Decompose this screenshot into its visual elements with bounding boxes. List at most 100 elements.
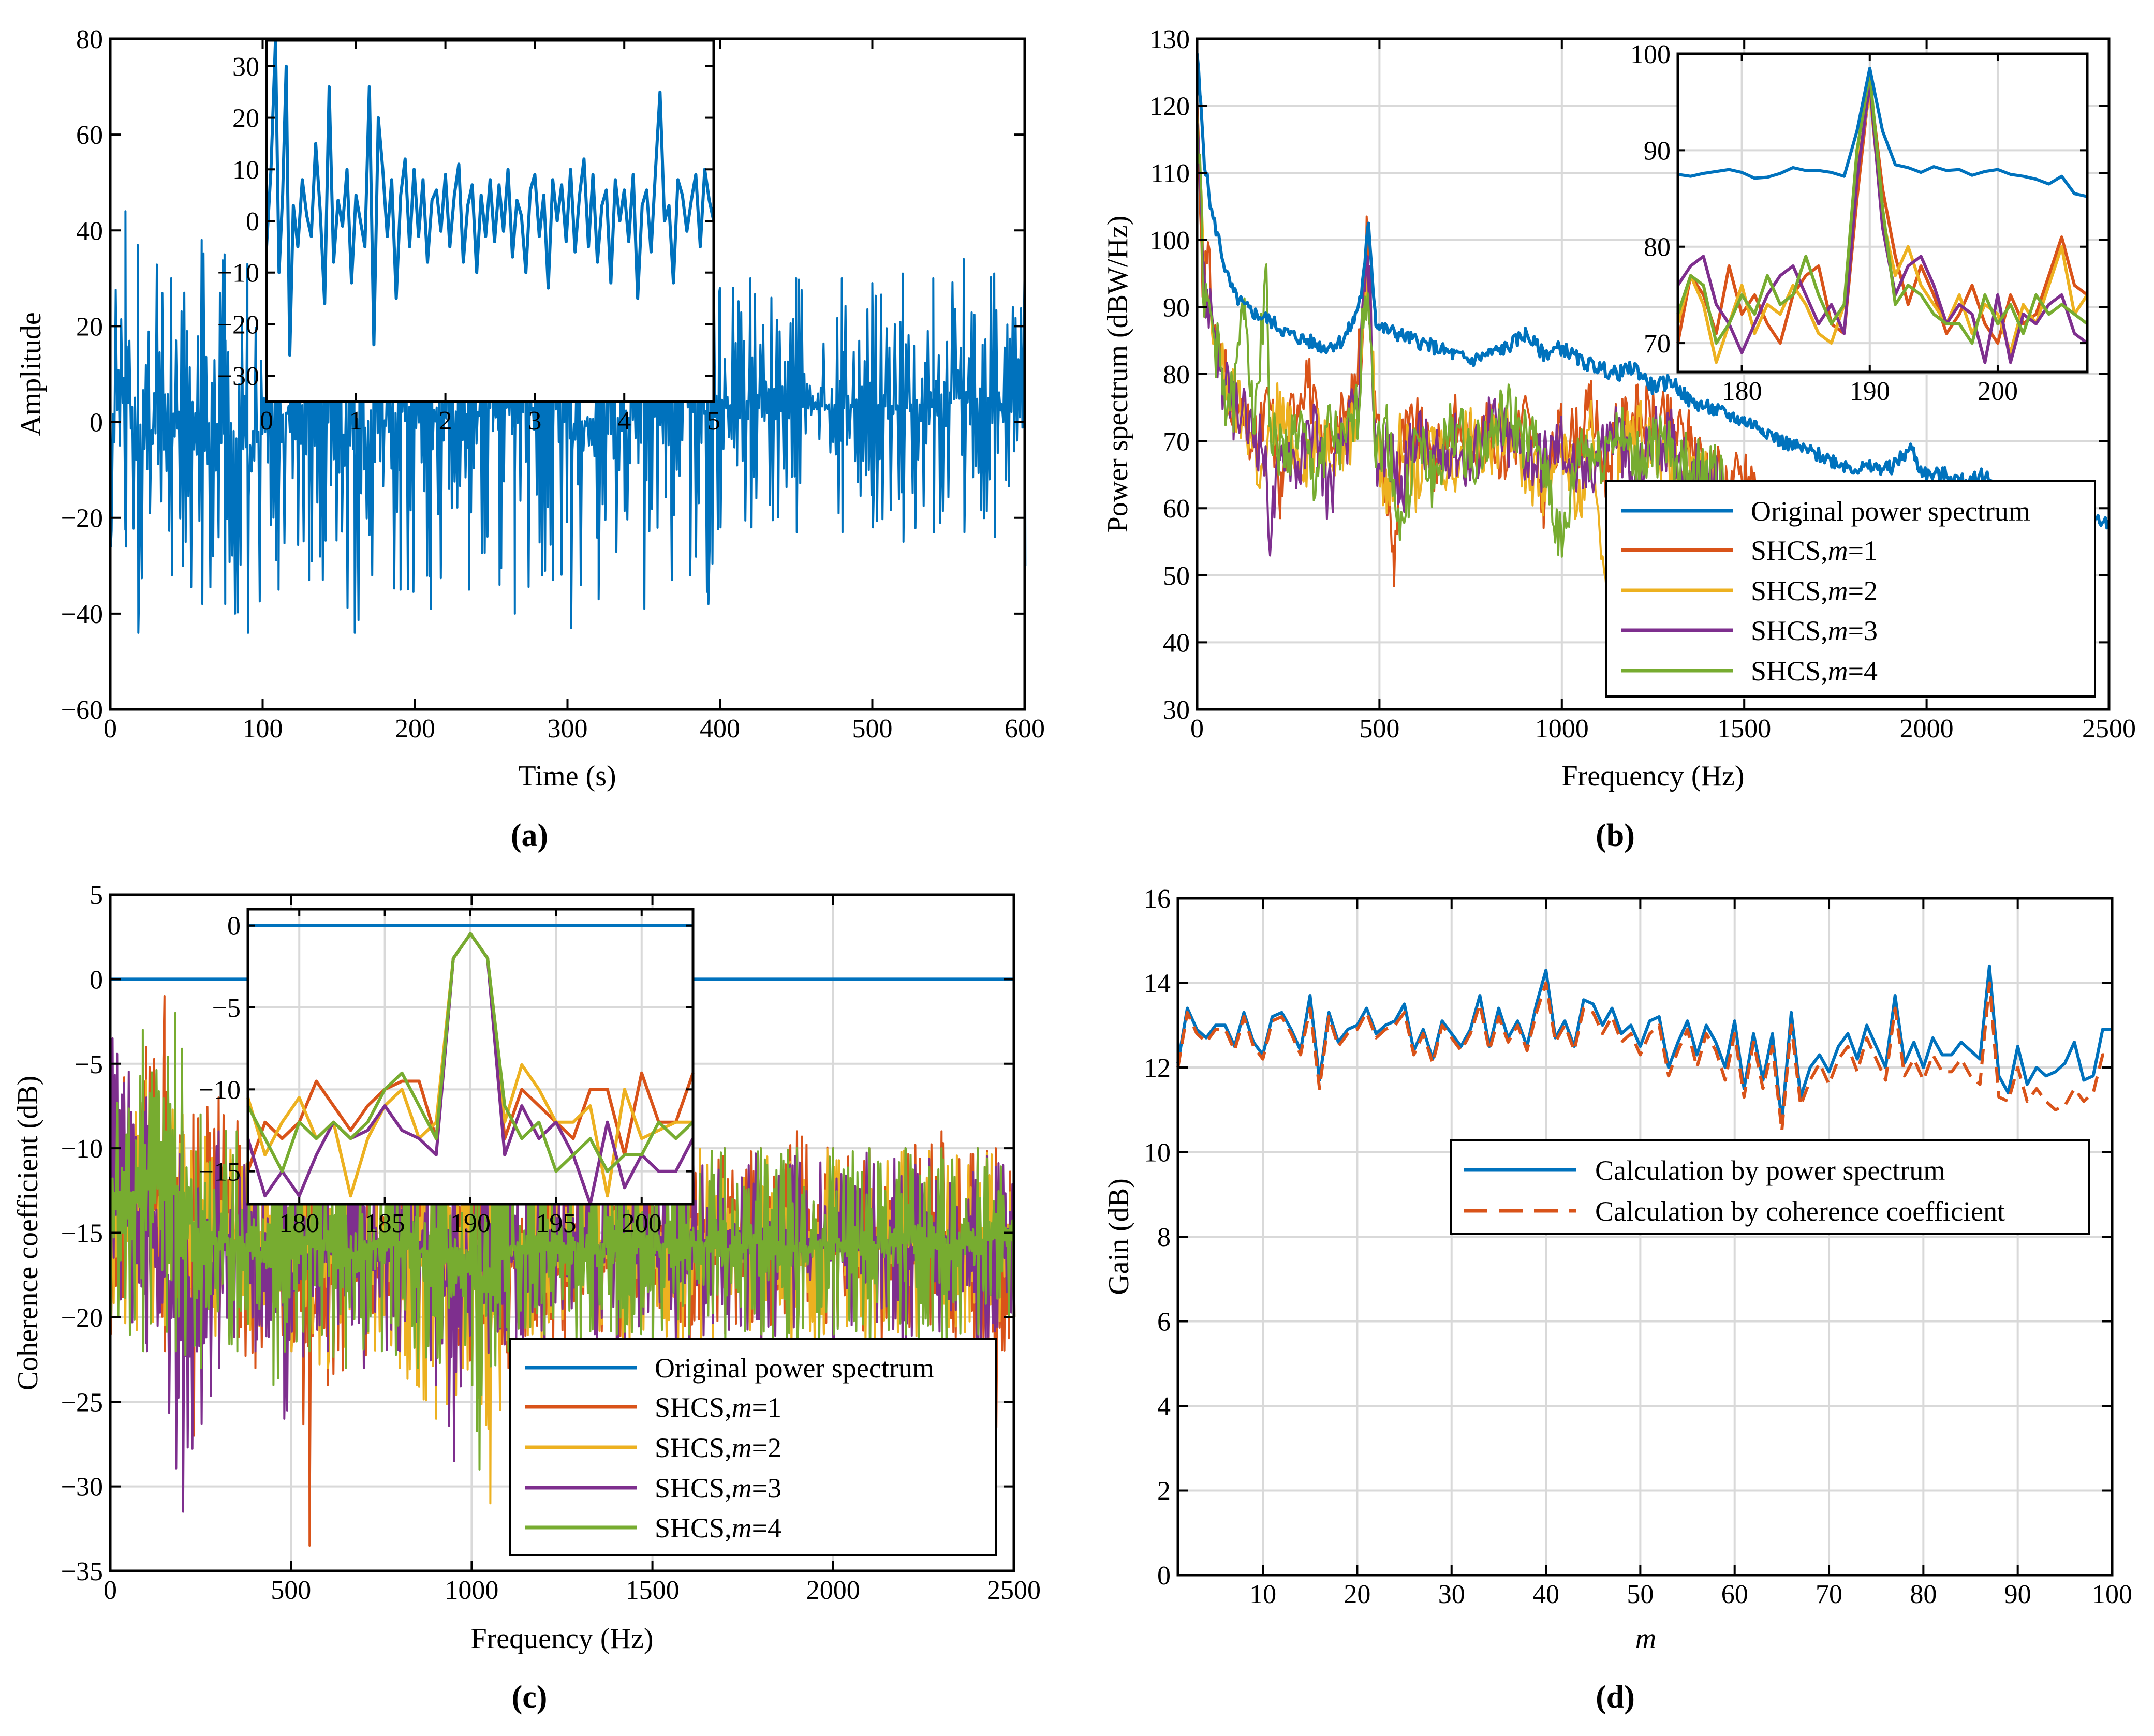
x-tick-label: 40 [1532, 1580, 1559, 1609]
x-tick-label: 200 [1978, 377, 2018, 406]
y-tick-label: −20 [217, 310, 259, 339]
y-tick-label: 70 [1644, 329, 1671, 359]
y-tick-label: −15 [199, 1158, 241, 1187]
y-tick-label: 60 [76, 121, 103, 150]
y-tick-label: 50 [1163, 561, 1190, 591]
legend-entry: SHCS,m=4 [1751, 656, 1878, 687]
x-tick-label: 1500 [626, 1576, 680, 1605]
legend: Calculation by power spectrum Calculatio… [1450, 1139, 2090, 1235]
x-tick-label: 100 [243, 714, 283, 744]
legend-entry: SHCS,m=1 [1751, 535, 1878, 566]
x-tick-label: 1000 [445, 1576, 498, 1605]
x-tick-label: 500 [852, 714, 893, 744]
y-tick-label: 10 [1144, 1138, 1171, 1168]
y-tick-label: −15 [61, 1219, 103, 1249]
y-tick-label: 30 [232, 52, 259, 82]
legend-entry: Original power spectrum [1751, 496, 2030, 527]
zoom-inset: 180 185 190 195 200 −15 −10 −5 0 [199, 908, 695, 1238]
panel-caption: (d) [1596, 1680, 1635, 1715]
legend-entry: SHCS,m=3 [1751, 615, 1878, 646]
y-axis-label: Power spectrum (dBW/Hz) [1102, 216, 1134, 533]
y-tick-label: −20 [61, 1303, 103, 1333]
y-tick-label: −40 [61, 600, 103, 629]
x-tick-label: 70 [1816, 1580, 1842, 1609]
x-tick-label: 600 [1005, 714, 1045, 744]
y-tick-label: −5 [75, 1050, 103, 1079]
series-line [1196, 113, 1727, 558]
legend-entry: SHCS,m=4 [655, 1512, 781, 1544]
x-tick-label: 2500 [987, 1576, 1041, 1605]
legend: Original power spectrum SHCS,m=1 SHCS,m=… [509, 1338, 997, 1556]
x-tick-label: 180 [1722, 377, 1762, 406]
legend-entry: Original power spectrum [655, 1353, 934, 1384]
y-tick-label: 0 [90, 408, 103, 438]
y-tick-label: 90 [1163, 293, 1190, 322]
x-tick-label: 80 [1910, 1580, 1937, 1609]
y-tick-label: 40 [1163, 628, 1190, 658]
x-axis-label: Frequency (Hz) [471, 1623, 654, 1655]
y-tick-label: 100 [1149, 226, 1190, 256]
y-tick-label: 0 [246, 207, 259, 236]
x-tick-label: 190 [1850, 377, 1890, 406]
gain-series [1176, 964, 2112, 1133]
x-tick-label: 50 [1627, 1580, 1654, 1609]
y-axis-label: Gain (dB) [1103, 1178, 1135, 1295]
x-tick-label: 180 [279, 1209, 319, 1238]
legend-entry: Calculation by power spectrum [1595, 1155, 1945, 1186]
legend: Original power spectrum SHCS,m=1 SHCS,m=… [1605, 480, 2096, 698]
chart-panel-d: 10 20 30 40 50 60 70 80 90 100 0 2 4 6 8 10 12 14 16 Calcu… [1103, 884, 2132, 1715]
y-tick-label: 20 [76, 312, 103, 342]
x-tick-label: 100 [2092, 1580, 2132, 1609]
y-tick-label: 10 [232, 155, 259, 185]
y-tick-label: 60 [1163, 494, 1190, 524]
y-tick-label: −10 [217, 259, 259, 288]
y-tick-label: −60 [61, 695, 103, 725]
signal-series [109, 210, 1027, 634]
x-tick-label: 200 [395, 714, 435, 744]
x-tick-label: 190 [450, 1209, 491, 1238]
x-tick-label: 2 [439, 406, 452, 436]
y-tick-label: 5 [90, 881, 103, 910]
y-tick-label: 8 [1157, 1223, 1171, 1252]
y-tick-label: 40 [76, 216, 103, 246]
y-tick-label: 0 [227, 912, 241, 941]
y-tick-label: 0 [1157, 1561, 1171, 1591]
x-tick-label: 0 [104, 714, 117, 744]
zoom-inset: 180 190 200 70 80 90 100 [1630, 40, 2089, 406]
y-tick-label: −10 [199, 1075, 241, 1105]
panel-caption: (a) [511, 818, 548, 853]
y-tick-label: 110 [1150, 159, 1190, 188]
y-tick-label: 12 [1144, 1054, 1171, 1083]
y-tick-label: 16 [1144, 884, 1171, 914]
x-tick-label: 500 [271, 1576, 311, 1605]
series-line [1677, 67, 2088, 198]
y-tick-label: 14 [1144, 969, 1171, 999]
y-tick-label: 80 [1163, 360, 1190, 390]
x-tick-label: 90 [2004, 1580, 2031, 1609]
y-tick-label: 130 [1149, 25, 1190, 54]
series-line [265, 39, 715, 357]
chart-panel-c: 0 500 1000 1500 2000 2500−35−30−25−20−15−10−5… [12, 881, 1041, 1715]
y-tick-label: 20 [232, 104, 259, 133]
x-tick-label: 500 [1359, 714, 1399, 744]
x-tick-label: 3 [528, 406, 541, 436]
y-tick-label: −5 [212, 993, 241, 1023]
y-tick-label: 0 [90, 965, 103, 995]
panel-caption: (b) [1596, 818, 1635, 853]
y-tick-label: 100 [1630, 40, 1671, 69]
x-tick-label: 195 [536, 1209, 576, 1238]
legend-entry: SHCS,m=2 [1751, 575, 1878, 606]
x-tick-label: 1 [349, 406, 363, 436]
legend-entry: Calculation by coherence coefficient [1595, 1196, 2005, 1227]
series-line [1196, 53, 2110, 530]
y-tick-label: 80 [76, 25, 103, 54]
y-tick-label: 30 [1163, 695, 1190, 725]
series-line [1176, 981, 2112, 1133]
x-tick-label: 1000 [1535, 714, 1589, 744]
x-tick-label: 0 [1190, 714, 1204, 744]
x-tick-label: 60 [1721, 1580, 1748, 1609]
y-tick-label: 2 [1157, 1477, 1171, 1506]
x-tick-label: 10 [1249, 1580, 1276, 1609]
